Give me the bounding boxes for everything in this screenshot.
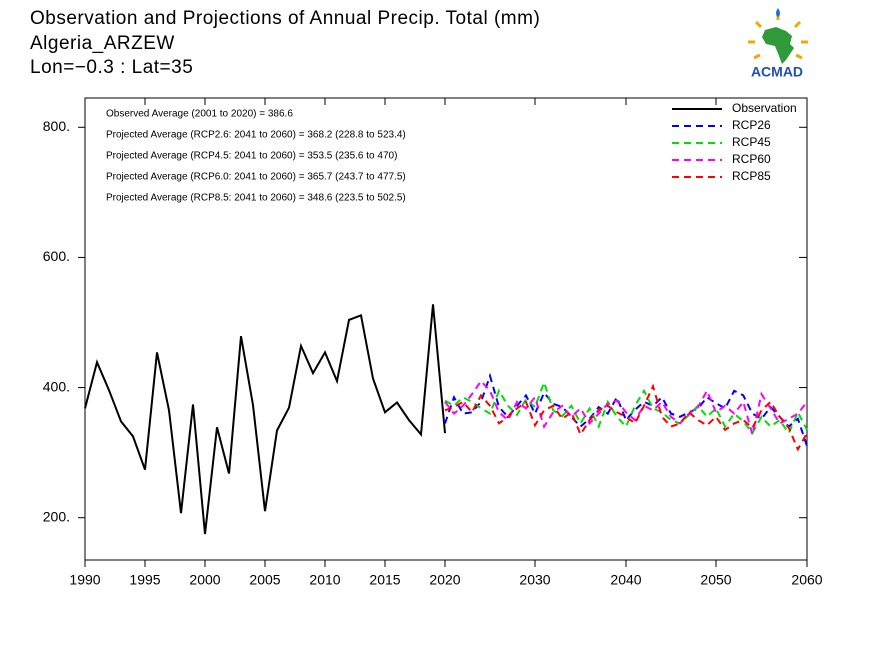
x-tick-label: 2040	[610, 572, 641, 588]
series-line	[444, 372, 808, 447]
x-tick-label: 1995	[129, 572, 160, 588]
x-tick-label: 2060	[791, 572, 822, 588]
x-tick-label: 2050	[700, 572, 731, 588]
y-tick-label: 400.	[43, 378, 70, 394]
x-tick-label: 2020	[429, 572, 460, 588]
x-tick-label: 2005	[249, 572, 280, 588]
legend-label: RCP45	[732, 135, 771, 149]
series-line	[444, 379, 808, 436]
series-line	[444, 383, 808, 452]
x-tick-label: 2015	[369, 572, 400, 588]
logo-text: ACMAD	[751, 64, 803, 80]
y-tick-label: 600.	[43, 248, 70, 264]
logo-rays	[748, 14, 808, 60]
x-tick-label: 1990	[69, 572, 100, 588]
chart-subtitle: Lon=−0.3 : Lat=35	[30, 57, 193, 78]
legend-label: RCP60	[732, 152, 771, 166]
x-tick-label: 2030	[519, 572, 550, 588]
logo-drop	[776, 8, 780, 17]
plot-frame	[84, 97, 808, 561]
series-line	[444, 379, 808, 435]
annotation: Projected Average (RCP8.5: 2041 to 2060)…	[106, 193, 406, 204]
annotation: Projected Average (RCP4.5: 2041 to 2060)…	[106, 151, 397, 162]
legend-label: RCP26	[732, 118, 771, 132]
logo: ACMAD	[748, 8, 808, 80]
chart-subtitle: Algeria_ARZEW	[30, 33, 175, 54]
legend-label: RCP85	[732, 169, 771, 183]
x-tick-label: 2000	[189, 572, 220, 588]
logo-africa	[762, 27, 794, 64]
x-tick-label: 2010	[309, 572, 340, 588]
legend-label: Observation	[732, 101, 797, 115]
annotation: Projected Average (RCP2.6: 2041 to 2060)…	[106, 130, 406, 141]
chart-title: Observation and Projections of Annual Pr…	[30, 8, 540, 29]
y-tick-label: 200.	[43, 508, 70, 524]
y-tick-label: 800.	[43, 118, 70, 134]
annotation: Observed Average (2001 to 2020) = 386.6	[106, 109, 293, 120]
annotation: Projected Average (RCP6.0: 2041 to 2060)…	[106, 172, 406, 183]
series-line	[84, 304, 446, 535]
